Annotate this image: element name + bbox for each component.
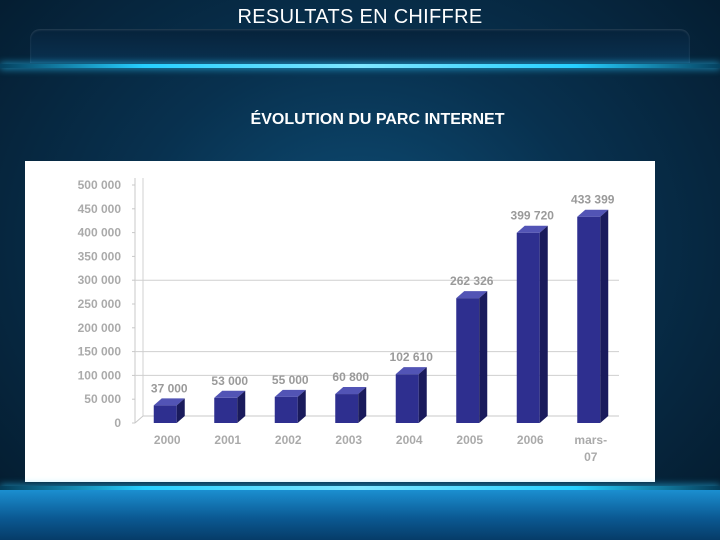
y-tick-label: 150 000: [78, 345, 122, 359]
bar-top: [274, 389, 306, 397]
y-tick-label: 450 000: [78, 202, 122, 216]
bar: [456, 298, 480, 423]
bar-side: [418, 367, 427, 423]
bar-side: [479, 291, 488, 423]
x-tick-label: 2004: [396, 433, 423, 447]
bar: [153, 405, 177, 423]
bar-top: [456, 291, 488, 299]
data-label: 55 000: [272, 373, 309, 387]
x-tick-label: 2006: [517, 433, 544, 447]
bar: [395, 374, 419, 423]
data-label: 102 610: [390, 350, 434, 364]
data-label: 60 800: [332, 370, 369, 384]
x-tick-label: 2005: [456, 433, 483, 447]
bottom-band: [0, 490, 720, 540]
bar-chart: 0 50 000 100 000 150 000 200 000 250 000 300 0…: [78, 178, 619, 464]
slide-title: RESULTATS EN CHIFFRE: [237, 6, 483, 28]
bar: [214, 397, 238, 423]
x-tick-label: 2000: [154, 433, 181, 447]
bar-top: [214, 390, 246, 398]
top-accent-line: [0, 64, 720, 68]
y-tick-label: 400 000: [78, 226, 122, 240]
data-label: 53 000: [211, 374, 248, 388]
y-tick-label: 300 000: [78, 273, 122, 287]
y-tick-label: 0: [114, 416, 121, 430]
bar-side: [358, 387, 367, 423]
bar: [335, 394, 359, 423]
data-label: 399 720: [511, 209, 555, 223]
bar-top: [153, 398, 185, 406]
data-label: 262 326: [450, 274, 494, 288]
bar-top: [395, 367, 427, 375]
header-bar: [30, 29, 690, 63]
bar: [274, 396, 298, 423]
x-tick-label: 2002: [275, 433, 302, 447]
bar-top: [577, 209, 609, 217]
y-tick-label: 350 000: [78, 249, 122, 263]
bar-side: [539, 225, 548, 423]
bar-side: [600, 209, 609, 423]
y-tick-label: 500 000: [78, 178, 122, 192]
x-tick-label: mars-: [574, 433, 607, 447]
bottom-accent-line: [0, 486, 720, 490]
bar-top: [335, 387, 367, 395]
bar-side: [176, 398, 185, 423]
bar-side: [237, 390, 246, 423]
data-label: 37 000: [151, 381, 188, 395]
chart-panel: 0 50 000 100 000 150 000 200 000 250 000 300 0…: [25, 161, 655, 482]
x-tick-label: 2003: [335, 433, 362, 447]
y-tick-label: 250 000: [78, 297, 122, 311]
y-tick-label: 200 000: [78, 321, 122, 335]
x-tick-label: 2001: [214, 433, 241, 447]
y-tick-label: 50 000: [84, 392, 121, 406]
bar-top: [516, 225, 548, 233]
bar-side: [297, 389, 306, 423]
data-label: 433 399: [571, 193, 615, 207]
bar: [516, 232, 540, 423]
bar: [577, 216, 601, 423]
chart-subtitle: ÉVOLUTION DU PARC INTERNET: [250, 111, 505, 128]
x-tick-label: 07: [584, 450, 598, 464]
y-tick-label: 100 000: [78, 368, 122, 382]
